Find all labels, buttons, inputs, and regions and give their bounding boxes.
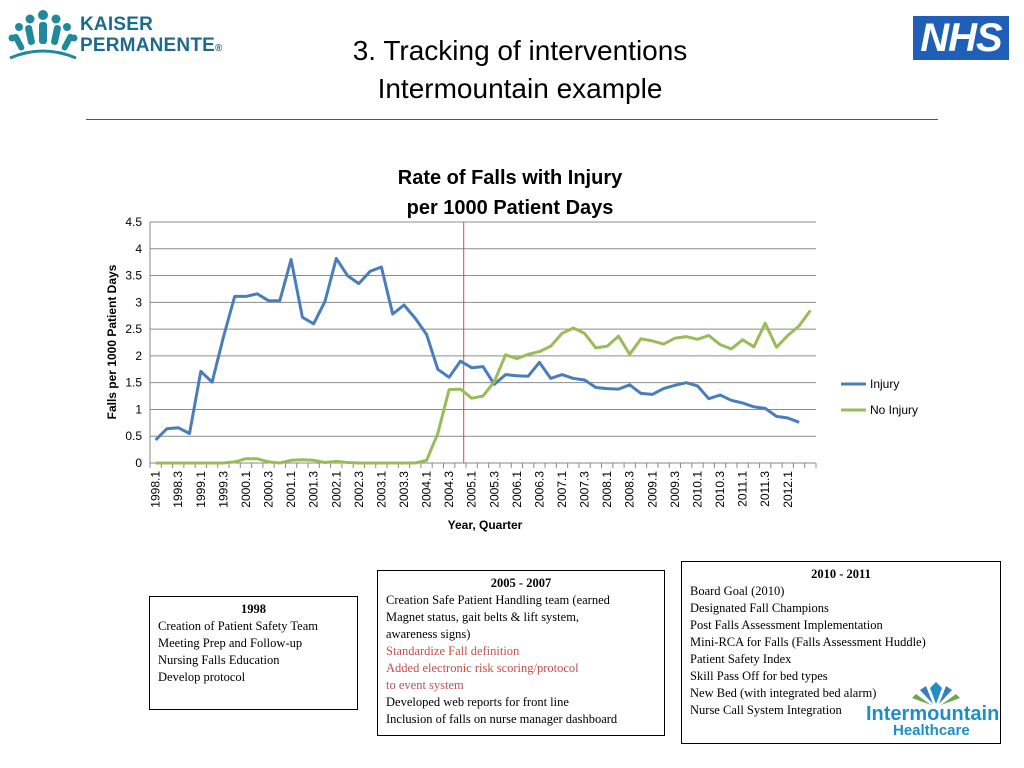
box-heading: 2005 - 2007 <box>490 576 552 590</box>
series-line-injury <box>154 256 800 442</box>
x-tick-label: 1998.3 <box>171 471 185 508</box>
x-tick-label: 2004.3 <box>442 471 456 508</box>
x-tick-label: 2003.1 <box>374 471 388 508</box>
legend-label: Injury <box>870 377 899 391</box>
y-axis-label: Falls per 1000 Patient Days <box>105 264 119 419</box>
intermountain-name: Intermountain <box>866 703 1000 725</box>
page-title-line1: 3. Tracking of interventions <box>352 35 688 66</box>
y-tick-label: 3 <box>135 295 142 309</box>
x-tick-label: 1999.3 <box>216 471 230 508</box>
intermountain-leaf-icon <box>912 682 960 705</box>
x-tick-label: 2001.1 <box>284 471 298 508</box>
x-tick-label: 2007.1 <box>555 471 569 508</box>
box-heading: 2010 - 2011 <box>811 567 871 581</box>
x-tick-label: 2000.3 <box>262 471 276 508</box>
interventions-box-2010-2011: 2010 - 2011 Board Goal (2010) Designated F… <box>681 561 1001 744</box>
x-tick-label: 2009.1 <box>645 471 659 508</box>
x-tick-label: 2008.1 <box>600 471 614 508</box>
x-tick-label: 2004.1 <box>420 471 434 508</box>
falls-line-chart: 0 0.5 1 1.5 2 2.5 3 3.5 4 4.5 1998.1 1998.3 1999.1 19… <box>105 215 918 532</box>
y-tick-label: 4.5 <box>125 215 142 229</box>
box-line: Patient Safety Index <box>690 652 792 666</box>
series-line-no-injury <box>155 309 812 465</box>
box-line: to event system <box>386 678 464 692</box>
x-tick-label: 2005.3 <box>487 471 501 508</box>
title-divider <box>86 119 938 120</box>
x-tick-label: 2006.3 <box>532 471 546 508</box>
x-tick-label: 2002.3 <box>352 471 366 508</box>
box-line: New Bed (with integrated bed alarm) <box>690 686 877 700</box>
x-tick-label: 2002.1 <box>329 471 343 508</box>
intermountain-sub: Healthcare <box>893 722 970 739</box>
box-line: Meeting Prep and Follow-up <box>158 636 303 650</box>
x-tick-label: 2012.1 <box>781 471 795 508</box>
box-line: Skill Pass Off for bed types <box>690 669 828 683</box>
interventions-box-1998: 1998 Creation of Patient Safety Team Meeti… <box>149 596 358 710</box>
box-line: Designated Fall Champions <box>690 601 829 615</box>
x-tick-label: 2003.3 <box>397 471 411 508</box>
box-line: Magnet status, gait belts & lift system, <box>386 610 580 624</box>
y-tick-label: 1.5 <box>125 376 142 390</box>
page-title-line2: Intermountain example <box>377 73 663 104</box>
box-line: awareness signs) <box>386 627 471 641</box>
y-tick-label: 0 <box>135 456 142 470</box>
box-line: Board Goal (2010) <box>690 584 785 598</box>
box-line: Nurse Call System Integration <box>690 703 842 717</box>
y-tick-label: 2.5 <box>125 322 142 336</box>
box-line: Mini-RCA for Falls (Falls Assessment Hud… <box>690 635 926 649</box>
interventions-box-2005-2007: 2005 - 2007 Creation Safe Patient Handlin… <box>377 570 665 736</box>
box-line: Nursing Falls Education <box>158 653 280 667</box>
box-line: Standardize Fall definition <box>386 644 520 658</box>
x-tick-label: 2010.1 <box>690 471 704 508</box>
chart-title-line1: Rate of Falls with Injury <box>397 167 623 189</box>
y-tick-label: 4 <box>135 242 142 256</box>
box-line: Creation Safe Patient Handling team (ear… <box>386 593 610 607</box>
y-tick-label: 1 <box>135 402 142 416</box>
kp-line2: PERMANENTE® <box>80 35 223 56</box>
box-line: Added electronic risk scoring/protocol <box>386 661 579 675</box>
box-heading: 1998 <box>241 602 266 616</box>
x-tick-label: 2000.1 <box>239 471 253 508</box>
x-tick-label: 2009.3 <box>668 471 682 508</box>
kaiser-figures-icon <box>8 10 78 60</box>
box-line: Creation of Patient Safety Team <box>158 619 318 633</box>
box-line: Post Falls Assessment Implementation <box>690 618 883 632</box>
kaiser-permanente-logo <box>8 6 218 68</box>
x-tick-label: 1998.1 <box>149 471 163 508</box>
box-line: Develop protocol <box>158 670 246 684</box>
x-tick-label: 2011.1 <box>736 471 750 507</box>
y-tick-label: 3.5 <box>125 269 142 283</box>
x-tick-label: 2011.3 <box>758 471 772 507</box>
x-tick-label: 2001.3 <box>307 471 321 508</box>
chart-title-line2: per 1000 Patient Days <box>406 197 614 219</box>
chart-title: Rate of Falls with Injury per 1000 Patie… <box>300 163 720 223</box>
x-tick-label: 2006.1 <box>510 471 524 508</box>
x-tick-label: 2010.3 <box>713 471 727 508</box>
legend-label: No Injury <box>870 403 918 417</box>
y-tick-label: 0.5 <box>125 429 142 443</box>
x-tick-label: 2005.1 <box>465 471 479 508</box>
kp-line1: KAISER <box>80 14 153 35</box>
box-line: Developed web reports for front line <box>386 695 569 709</box>
x-axis-label: Year, Quarter <box>448 518 523 532</box>
box-line: Inclusion of falls on nurse manager dash… <box>386 712 618 726</box>
x-tick-label: 1999.1 <box>194 471 208 508</box>
x-tick-label: 2007.3 <box>578 471 592 508</box>
x-tick-label: 2008.3 <box>623 471 637 508</box>
kaiser-permanente-wordmark: KAISER PERMANENTE® <box>80 14 223 59</box>
y-tick-label: 2 <box>135 349 142 363</box>
nhs-logo: NHS <box>913 16 1009 60</box>
page-title: 3. Tracking of interventions Intermounta… <box>200 32 840 108</box>
